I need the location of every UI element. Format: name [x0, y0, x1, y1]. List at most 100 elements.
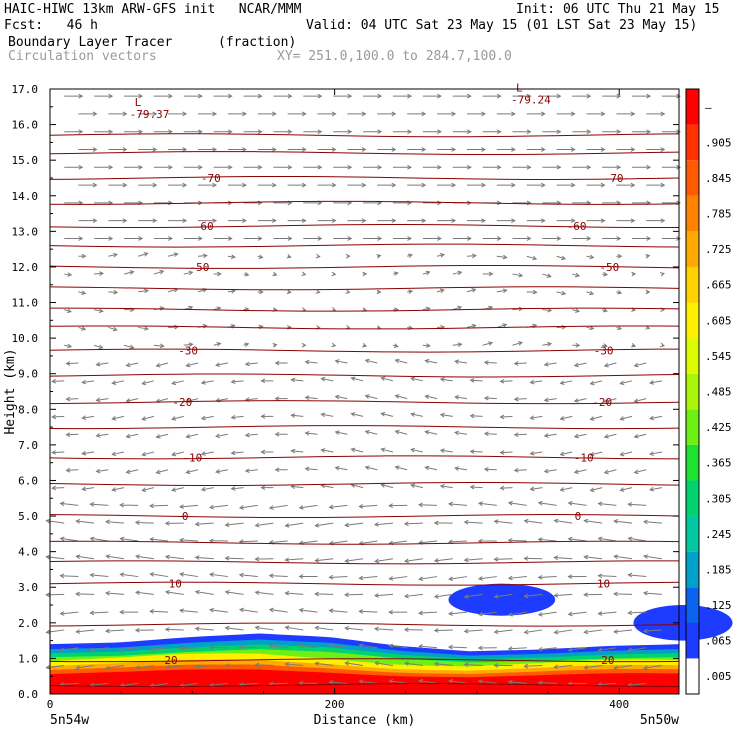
- vector-arrow: [209, 573, 228, 578]
- vector-arrowhead: [198, 129, 203, 135]
- vector-arrow: [321, 378, 334, 382]
- vector-arrowhead: [361, 182, 367, 188]
- vector-arrowhead: [89, 610, 95, 616]
- vector-arrowhead: [483, 467, 489, 472]
- vector-arrowhead: [589, 254, 595, 260]
- vector-arrowhead: [272, 147, 277, 152]
- vector-arrowhead: [242, 218, 247, 224]
- vector-arrowhead: [155, 469, 161, 475]
- vector-arrowhead: [433, 628, 439, 633]
- vector-arrowhead: [421, 111, 427, 117]
- vector-arrow: [425, 395, 438, 400]
- vector-arrow: [365, 466, 378, 471]
- vector-arrowhead: [105, 628, 110, 634]
- temperature-contour: [49, 425, 680, 430]
- vector-arrowhead: [377, 164, 383, 170]
- vector-arrow: [171, 415, 184, 420]
- vector-arrowhead: [209, 572, 214, 577]
- vector-arrowhead: [403, 661, 409, 666]
- vector-arrow: [381, 412, 394, 417]
- vector-arrowhead: [129, 344, 135, 350]
- vector-arrow: [195, 627, 214, 631]
- vector-arrowhead: [477, 679, 483, 684]
- vector-arrow: [620, 380, 633, 385]
- vector-arrow: [93, 344, 103, 349]
- vector-arrow: [614, 520, 633, 524]
- vector-arrowhead: [317, 93, 323, 99]
- vector-arrowhead: [499, 414, 505, 420]
- vector-arrow: [60, 611, 79, 615]
- vector-arrow: [556, 291, 566, 295]
- vector-arrowhead: [424, 465, 430, 471]
- vector-arrowhead: [424, 430, 430, 435]
- vector-arrowhead: [391, 218, 397, 224]
- vector-arrow: [584, 556, 603, 560]
- vector-arrowhead: [65, 396, 71, 402]
- vector-arrow: [335, 431, 348, 435]
- vector-arrowhead: [51, 450, 57, 455]
- vector-arrowhead: [659, 272, 665, 277]
- vector-arrowhead: [394, 358, 400, 364]
- vector-arrow: [375, 662, 394, 667]
- colorbar-swatch: [686, 338, 699, 374]
- vector-arrow: [108, 326, 117, 331]
- vector-arrow: [434, 629, 453, 632]
- vector-arrowhead: [290, 413, 296, 418]
- vector-arrow: [508, 611, 527, 616]
- tracer-blob: [448, 583, 556, 616]
- vector-arrow: [231, 451, 244, 454]
- vector-arrow: [90, 574, 109, 578]
- vector-arrowhead: [437, 200, 442, 206]
- vector-arrow: [508, 502, 527, 506]
- vector-arrowhead: [45, 629, 51, 635]
- vector-arrowhead: [483, 395, 489, 401]
- x-left-endpoint: 5n54w: [50, 713, 89, 728]
- vector-arrowhead: [567, 647, 573, 653]
- y-tick-label: 16.0: [12, 119, 39, 132]
- vector-arrowhead: [89, 536, 95, 542]
- vector-arrowhead: [597, 611, 603, 616]
- vector-arrowhead: [112, 326, 118, 332]
- vector-arrowhead: [575, 342, 581, 348]
- vector-arrowhead: [287, 164, 293, 170]
- vector-arrow: [514, 362, 527, 365]
- vector-arrowhead: [570, 218, 576, 224]
- vector-arrowhead: [59, 647, 65, 653]
- vector-arrowhead: [268, 573, 274, 579]
- vector-arrow: [425, 431, 438, 435]
- vector-arrowhead: [272, 111, 277, 117]
- vector-arrowhead: [198, 236, 203, 241]
- vector-arrowhead: [537, 500, 543, 506]
- vector-arrowhead: [631, 271, 637, 277]
- vector-arrow: [76, 629, 95, 633]
- temperature-contour: [49, 400, 680, 405]
- vector-arrowhead: [173, 252, 179, 257]
- temperature-contour: [49, 224, 680, 229]
- vector-arrowhead: [344, 522, 350, 528]
- vector-arrowhead: [113, 289, 119, 295]
- vector-arrowhead: [134, 627, 140, 633]
- vector-arrowhead: [583, 554, 589, 560]
- vector-arrow: [478, 502, 497, 506]
- vector-arrow: [598, 611, 617, 615]
- vector-arrow: [245, 433, 258, 436]
- vector-arrow: [209, 504, 228, 509]
- vector-arrowhead: [212, 147, 218, 152]
- vector-arrow: [90, 537, 109, 542]
- vector-arrow: [452, 343, 462, 346]
- vector-arrowhead: [403, 558, 409, 564]
- vector-arrow: [167, 288, 178, 293]
- vector-arrow: [351, 484, 364, 489]
- colorbar-swatch: [686, 160, 699, 196]
- colorbar-label: .005: [705, 670, 732, 683]
- vector-arrowhead: [135, 665, 140, 670]
- vector-arrowhead: [532, 255, 538, 261]
- vector-arrow: [64, 273, 72, 276]
- vector-arrowhead: [92, 218, 98, 224]
- colorbar-label: .845: [705, 172, 732, 185]
- vector-arrowhead: [331, 218, 337, 224]
- vector-arrow: [108, 253, 118, 257]
- colorbar-frame: [685, 88, 700, 695]
- vector-arrowhead: [95, 361, 101, 367]
- vector-arrowhead: [89, 572, 95, 578]
